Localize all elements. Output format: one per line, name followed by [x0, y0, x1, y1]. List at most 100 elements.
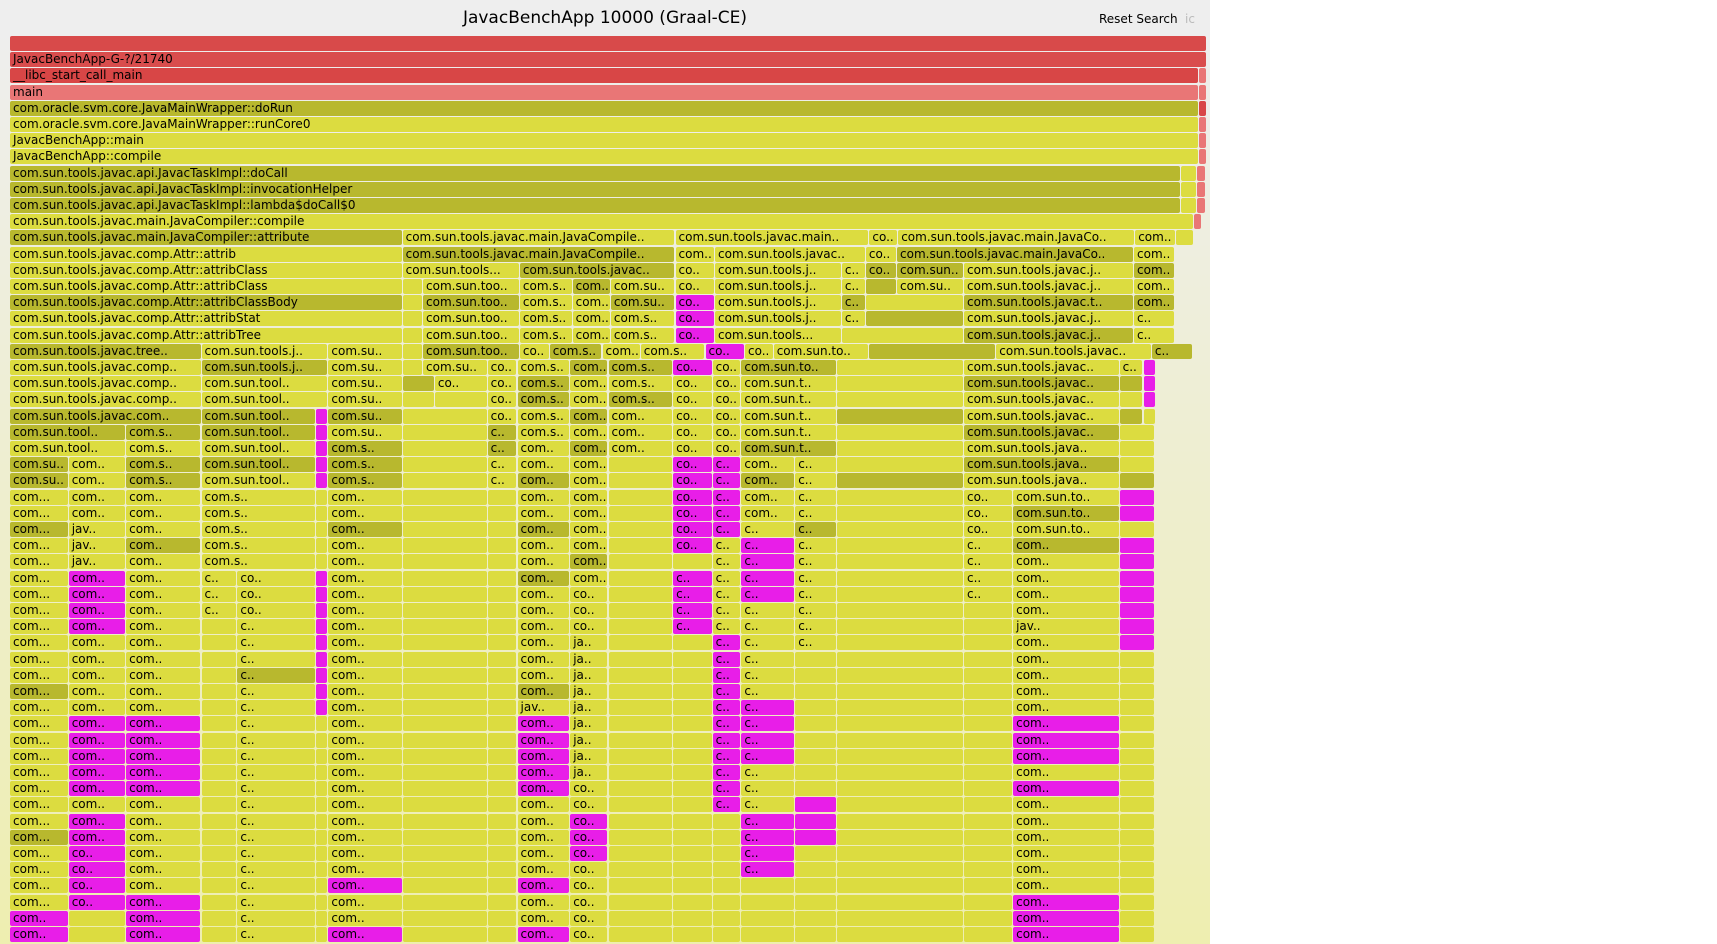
stack-frame[interactable] [1143, 392, 1155, 408]
stack-frame[interactable]: com.sun.tools... [402, 262, 519, 278]
stack-frame[interactable]: com.. [1013, 667, 1119, 683]
stack-frame[interactable] [402, 619, 487, 635]
stack-frame[interactable] [608, 635, 673, 651]
stack-frame[interactable]: com.. [572, 311, 610, 327]
stack-frame[interactable]: com.su.. [328, 376, 402, 392]
stack-frame[interactable]: co.. [237, 603, 316, 618]
stack-frame[interactable]: c.. [712, 570, 741, 586]
stack-frame[interactable]: com.sun.tools.javac.main.JavaCo.. [898, 230, 1135, 246]
stack-frame[interactable] [1119, 457, 1155, 473]
stack-frame[interactable]: com.sun.tools.javac.comp.. [10, 376, 201, 392]
stack-frame[interactable]: com.su.. [423, 360, 487, 375]
stack-frame[interactable]: com.. [517, 489, 570, 505]
stack-frame[interactable] [487, 603, 517, 618]
stack-frame[interactable]: co.. [712, 424, 741, 440]
stack-frame[interactable]: com.. [517, 813, 570, 829]
stack-frame[interactable] [964, 846, 1013, 861]
stack-frame[interactable]: com.. [741, 505, 795, 521]
stack-frame[interactable]: com.. [328, 505, 402, 521]
stack-frame[interactable]: com.. [517, 586, 570, 602]
stack-frame[interactable] [608, 457, 673, 473]
stack-frame[interactable]: com.su.. [610, 295, 675, 311]
stack-frame[interactable]: com.. [68, 813, 126, 829]
stack-frame[interactable]: c.. [237, 878, 316, 894]
stack-frame[interactable]: co.. [434, 376, 487, 392]
stack-frame[interactable]: co.. [673, 505, 712, 521]
stack-frame[interactable] [837, 716, 963, 732]
stack-frame[interactable]: com.. [126, 489, 201, 505]
stack-frame[interactable]: c.. [712, 651, 741, 667]
stack-frame[interactable]: com.. [1013, 910, 1119, 926]
stack-frame[interactable]: c.. [237, 813, 316, 829]
stack-frame[interactable]: co.. [570, 910, 608, 926]
stack-frame[interactable] [10, 36, 1206, 51]
stack-frame[interactable] [316, 894, 328, 910]
stack-frame[interactable] [402, 538, 487, 554]
stack-frame[interactable]: c.. [795, 570, 837, 586]
stack-frame[interactable]: c.. [712, 748, 741, 764]
stack-frame[interactable] [1197, 165, 1205, 181]
stack-frame[interactable]: ja.. [570, 716, 608, 732]
stack-frame[interactable] [712, 829, 741, 845]
stack-frame[interactable]: com.s.. [517, 392, 570, 408]
stack-frame[interactable] [402, 424, 487, 440]
stack-frame[interactable] [795, 667, 837, 683]
stack-frame[interactable]: co.. [869, 230, 898, 246]
stack-frame[interactable]: c.. [237, 927, 316, 942]
stack-frame[interactable] [487, 700, 517, 716]
stack-frame[interactable] [402, 586, 487, 602]
stack-frame[interactable]: com.. [126, 586, 201, 602]
stack-frame[interactable]: com.. [328, 684, 402, 699]
stack-frame[interactable]: com.s.. [517, 376, 570, 392]
stack-frame[interactable]: c.. [741, 554, 795, 570]
stack-frame[interactable]: com.. [126, 748, 201, 764]
stack-frame[interactable]: JavacBenchApp::main [10, 133, 1198, 149]
stack-frame[interactable]: com... [10, 797, 68, 813]
stack-frame[interactable]: com.sun.t.. [741, 424, 837, 440]
stack-frame[interactable]: co.. [570, 927, 608, 942]
stack-frame[interactable]: c.. [795, 619, 837, 635]
stack-frame[interactable]: com.. [1013, 538, 1119, 554]
stack-frame[interactable] [1119, 554, 1155, 570]
stack-frame[interactable] [316, 732, 328, 748]
stack-frame[interactable]: com.. [126, 910, 201, 926]
stack-frame[interactable]: c.. [237, 910, 316, 926]
stack-frame[interactable] [1119, 635, 1155, 651]
stack-frame[interactable] [316, 473, 328, 489]
stack-frame[interactable] [837, 684, 963, 699]
stack-frame[interactable] [434, 392, 487, 408]
stack-frame[interactable] [1143, 376, 1155, 392]
stack-frame[interactable] [316, 813, 328, 829]
stack-frame[interactable]: co.. [964, 505, 1013, 521]
stack-frame[interactable] [402, 748, 487, 764]
stack-frame[interactable]: com.sun.tools.javac.j.. [964, 311, 1133, 327]
stack-frame[interactable] [837, 748, 963, 764]
stack-frame[interactable]: com... [10, 829, 68, 845]
stack-frame[interactable] [673, 554, 712, 570]
stack-frame[interactable]: c.. [741, 538, 795, 554]
stack-frame[interactable]: c.. [237, 716, 316, 732]
stack-frame[interactable]: jav.. [68, 538, 126, 554]
stack-frame[interactable]: com.. [517, 910, 570, 926]
stack-frame[interactable]: c.. [841, 279, 865, 294]
stack-frame[interactable]: com.sun.tools.j.. [715, 295, 841, 311]
stack-frame[interactable] [487, 586, 517, 602]
stack-frame[interactable] [837, 538, 963, 554]
stack-frame[interactable] [1119, 441, 1155, 456]
stack-frame[interactable] [1119, 910, 1155, 926]
stack-frame[interactable] [837, 619, 963, 635]
stack-frame[interactable]: com.sun.tool.. [10, 424, 126, 440]
stack-frame[interactable] [1198, 133, 1206, 149]
stack-frame[interactable] [964, 684, 1013, 699]
stack-frame[interactable] [964, 813, 1013, 829]
stack-frame[interactable]: com.. [517, 862, 570, 878]
stack-frame[interactable] [865, 311, 964, 327]
stack-frame[interactable]: com.. [328, 603, 402, 618]
stack-frame[interactable]: c.. [795, 554, 837, 570]
stack-frame[interactable]: co.. [712, 441, 741, 456]
stack-frame[interactable] [1119, 392, 1143, 408]
stack-frame[interactable] [795, 797, 837, 813]
stack-frame[interactable]: co.. [570, 586, 608, 602]
stack-frame[interactable]: com.. [570, 473, 608, 489]
stack-frame[interactable] [795, 700, 837, 716]
